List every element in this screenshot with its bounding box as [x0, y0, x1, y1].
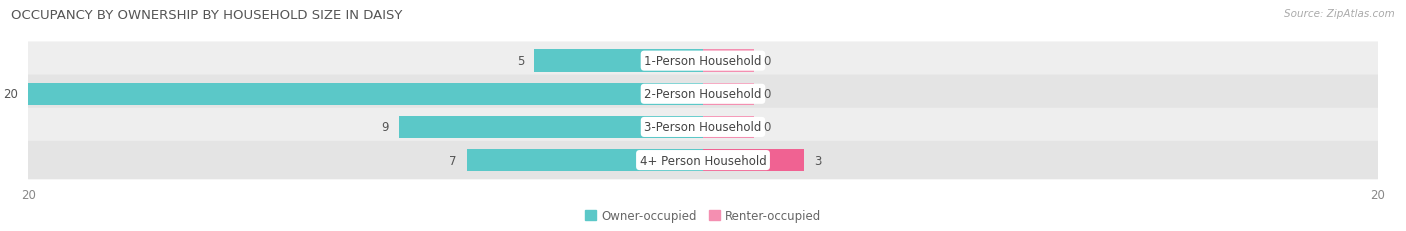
Text: Source: ZipAtlas.com: Source: ZipAtlas.com — [1284, 9, 1395, 19]
Bar — [703, 83, 754, 106]
Text: 3: 3 — [814, 154, 821, 167]
Text: 3-Person Household: 3-Person Household — [644, 121, 762, 134]
Text: 1-Person Household: 1-Person Household — [644, 55, 762, 68]
FancyBboxPatch shape — [22, 108, 1384, 146]
Text: 5: 5 — [517, 55, 524, 68]
Text: 0: 0 — [763, 55, 770, 68]
Text: 2-Person Household: 2-Person Household — [644, 88, 762, 101]
Text: 0: 0 — [763, 88, 770, 101]
Text: 4+ Person Household: 4+ Person Household — [640, 154, 766, 167]
Text: 0: 0 — [763, 121, 770, 134]
FancyBboxPatch shape — [22, 141, 1384, 179]
Bar — [28, 83, 703, 106]
Text: 9: 9 — [381, 121, 389, 134]
Bar — [399, 116, 703, 139]
Text: 7: 7 — [449, 154, 457, 167]
Bar — [467, 149, 703, 172]
Text: 20: 20 — [3, 88, 18, 101]
FancyBboxPatch shape — [22, 42, 1384, 81]
Bar — [703, 116, 754, 139]
Text: OCCUPANCY BY OWNERSHIP BY HOUSEHOLD SIZE IN DAISY: OCCUPANCY BY OWNERSHIP BY HOUSEHOLD SIZE… — [11, 9, 402, 22]
FancyBboxPatch shape — [22, 75, 1384, 113]
Legend: Owner-occupied, Renter-occupied: Owner-occupied, Renter-occupied — [579, 205, 827, 227]
Bar — [703, 50, 754, 73]
Bar — [703, 149, 804, 172]
Bar — [534, 50, 703, 73]
